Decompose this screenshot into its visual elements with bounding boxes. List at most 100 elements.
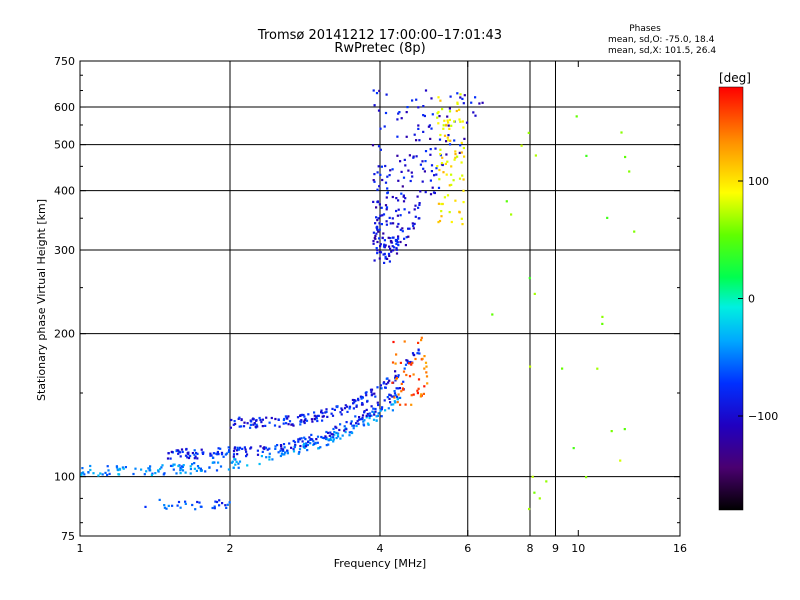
echo-point [403,158,406,161]
echo-point [325,430,328,434]
echo-point [399,240,402,244]
echo-point [175,472,178,475]
echo-point [232,466,235,469]
echo-point [377,145,381,148]
echo-point [306,443,309,447]
echo-point [238,460,242,463]
echo-point [459,96,462,99]
echo-point [336,433,339,436]
echo-point [365,414,368,417]
echo-point [310,433,313,436]
echo-point [390,403,393,406]
echo-point [337,435,340,438]
echo-point [416,195,419,198]
echo-point [391,195,394,199]
echo-point [425,365,428,368]
echo-point [393,392,397,395]
echo-point [124,466,127,469]
echo-point [357,422,360,425]
echo-point [335,426,338,429]
echo-point [435,173,438,176]
echo-point [383,245,386,248]
echo-point [382,213,386,216]
echo-point [436,116,439,119]
echo-point [154,472,157,475]
echo-point [361,418,364,421]
echo-point [171,464,174,468]
echo-point [314,415,318,418]
echo-point [375,206,378,209]
echo-point [331,433,334,436]
echo-point [376,227,379,230]
echo-point [338,428,341,432]
echo-point [405,135,408,138]
y-tick-label: 750 [54,55,75,68]
echo-point [423,170,426,173]
echo-point [194,508,197,511]
echo-point [449,95,452,98]
echo-point [424,160,427,163]
echo-point [300,437,303,440]
echo-point [369,388,373,391]
echo-point [465,121,469,124]
echo-point [472,111,475,114]
echo-point [360,403,364,406]
echo-point [314,441,317,444]
echo-point [144,505,147,508]
echo-point [286,417,289,420]
echo-point [373,392,376,395]
echo-point [379,245,382,248]
echo-point [274,417,277,421]
echo-point [317,414,320,417]
echo-point [343,429,346,432]
echo-point [397,237,400,240]
echo-point [365,416,368,419]
echo-point [324,435,327,438]
echo-point [448,110,452,113]
echo-point [186,456,189,459]
echo-point [396,135,399,138]
echo-point [352,407,355,410]
echo-point [445,153,448,156]
echo-point [271,458,274,461]
echo-point [384,255,387,258]
echo-point [204,470,207,473]
echo-point [397,222,400,226]
echo-point [376,252,379,255]
echo-point [219,447,222,450]
x-tick-label: 4 [377,542,384,555]
echo-point [424,361,428,364]
echo-point [236,446,239,449]
echo-point [441,156,444,159]
echo-point [440,210,443,213]
echo-point [374,410,377,413]
echo-point [417,341,420,344]
plot-area: 1 2 4 6 8 9 10 16 75 100 200 300 400 500 600 750 [54,55,687,555]
echo-point [422,392,425,395]
echo-point [341,434,344,437]
echo-point [161,464,164,467]
echo-point [520,144,523,147]
echo-point [83,473,86,476]
echo-point [172,463,175,466]
echo-point [384,409,387,412]
echo-point [291,423,294,426]
echo-point [435,167,438,170]
echo-point [424,89,428,92]
echo-point [463,155,466,158]
echo-point [379,214,382,217]
echo-point [376,188,379,191]
echo-point [346,410,349,413]
echo-point [462,146,465,150]
echo-point [384,386,387,389]
echo-point [221,502,224,505]
echo-point [274,447,277,450]
echo-point [375,415,378,418]
echo-point [148,469,151,472]
echo-point [474,96,477,99]
echo-point [362,420,365,423]
echo-point [228,501,231,504]
echo-point [303,421,306,425]
echo-point [365,394,368,397]
colorbar: [deg] 100 0 −100 [718,71,778,511]
